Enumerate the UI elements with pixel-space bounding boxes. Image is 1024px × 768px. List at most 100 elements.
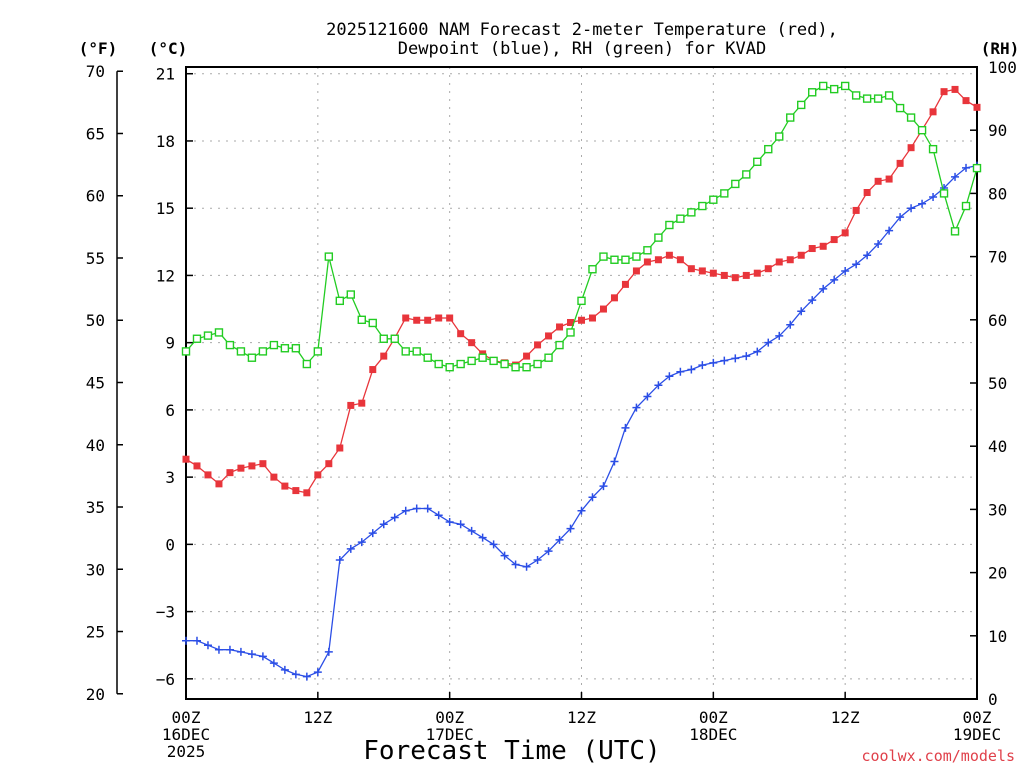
- celsius-tick-label: −3: [156, 603, 175, 622]
- temperature-point: [940, 88, 948, 96]
- rh-point: [192, 334, 202, 343]
- dewpoint-point: [698, 361, 707, 370]
- dewpoint-point: [676, 367, 685, 376]
- celsius-unit-label: (°C): [149, 39, 188, 58]
- celsius-tick-label: 6: [165, 401, 175, 420]
- temperature-point: [314, 471, 322, 479]
- dewpoint-point: [841, 266, 850, 275]
- temperature-point: [545, 332, 553, 340]
- temperature-point: [534, 341, 542, 349]
- dewpoint-point: [346, 544, 355, 553]
- temperature-point: [380, 352, 388, 360]
- dewpoint-point: [599, 482, 608, 491]
- rh-point: [917, 125, 927, 135]
- dewpoint-point: [467, 526, 476, 535]
- rh-tick-label: 60: [988, 311, 1007, 330]
- temperature-point: [347, 401, 355, 409]
- rh-point: [753, 157, 762, 167]
- dewpoint-point: [819, 284, 828, 293]
- temperature-point: [874, 177, 882, 185]
- rh-point: [687, 208, 696, 217]
- rh-point: [654, 233, 663, 242]
- temperature-point: [281, 482, 289, 490]
- temperature-point: [929, 108, 937, 116]
- rh-point: [434, 359, 443, 369]
- temperature-point: [588, 314, 596, 322]
- dewpoint-point: [797, 307, 806, 316]
- fahrenheit-unit-label: (°F): [79, 39, 118, 58]
- rh-tick-label: 10: [988, 627, 1007, 646]
- dewpoint-point: [258, 652, 267, 661]
- dewpoint-point: [324, 647, 333, 656]
- temperature-point: [446, 314, 454, 322]
- dewpoint-point: [302, 672, 311, 681]
- temperature-point: [962, 97, 970, 105]
- rh-point: [467, 356, 476, 366]
- rh-point: [621, 255, 630, 264]
- dewpoint-point: [225, 645, 234, 654]
- rh-point: [511, 363, 520, 372]
- dewpoint-point: [456, 520, 465, 529]
- dewpoint-point: [236, 647, 245, 656]
- temperature-point: [753, 269, 761, 277]
- dewpoint-point: [852, 260, 861, 269]
- rh-point: [775, 132, 784, 141]
- x-tick-label: 12Z: [303, 708, 332, 727]
- rh-tick-label: 80: [988, 184, 1007, 203]
- dewpoint-point: [379, 520, 388, 529]
- dewpoint-point: [951, 172, 960, 181]
- dewpoint-point: [610, 457, 619, 466]
- fahrenheit-tick-label: 70: [86, 62, 105, 81]
- temperature-point: [896, 159, 904, 167]
- dewpoint-point: [874, 240, 883, 249]
- celsius-tick-label: 18: [156, 132, 175, 151]
- x-tick-label: 00Z: [963, 708, 992, 727]
- temperature-point: [435, 314, 443, 322]
- rh-point: [423, 353, 432, 362]
- rh-point: [335, 296, 345, 306]
- temperature-point: [204, 471, 212, 479]
- temperature-point: [830, 236, 838, 244]
- celsius-tick-label: 9: [165, 334, 175, 353]
- dewpoint-point: [434, 511, 443, 520]
- fahrenheit-tick-label: 25: [86, 623, 105, 642]
- dewpoint-point: [632, 403, 641, 412]
- dewpoint-point: [478, 533, 487, 542]
- celsius-tick-label: 15: [156, 199, 175, 218]
- credit-link[interactable]: coolwx.com/models: [861, 747, 1015, 765]
- dewpoint-line: [186, 164, 978, 678]
- temperature-point: [819, 242, 827, 250]
- dewpoint-point: [687, 365, 696, 374]
- fahrenheit-tick-label: 30: [86, 560, 105, 579]
- dewpoint-point: [401, 506, 410, 515]
- dewpoint-point: [445, 517, 454, 526]
- rh-point: [368, 318, 377, 328]
- dewpoint-point: [214, 645, 223, 654]
- temperature-point: [369, 366, 377, 374]
- temperature-point: [182, 455, 190, 463]
- dewpoint-point: [544, 547, 553, 556]
- fahrenheit-tick-label: 35: [86, 498, 105, 517]
- dewpoint-point: [577, 506, 586, 515]
- dewpoint-point: [896, 213, 905, 222]
- temperature-point: [665, 251, 673, 259]
- dewpoint-point: [764, 338, 773, 347]
- rh-point: [884, 91, 894, 100]
- rh-point: [665, 220, 674, 230]
- rh-point: [280, 344, 290, 353]
- dewpoint-point: [929, 192, 938, 201]
- temperature-point: [248, 462, 256, 470]
- dewpoint-point: [621, 423, 630, 432]
- rh-point: [731, 179, 740, 189]
- grid: [186, 67, 977, 699]
- rh-point: [500, 359, 509, 369]
- rh-point: [445, 363, 454, 372]
- temperature-point: [215, 480, 223, 488]
- rh-point: [797, 100, 806, 110]
- dewpoint-point: [731, 354, 740, 363]
- x-tick-label: 12Z: [567, 708, 596, 727]
- dewpoint-point: [665, 372, 674, 381]
- dewpoint-point: [808, 296, 817, 305]
- temperature-point: [720, 271, 728, 279]
- rh-point: [258, 347, 268, 356]
